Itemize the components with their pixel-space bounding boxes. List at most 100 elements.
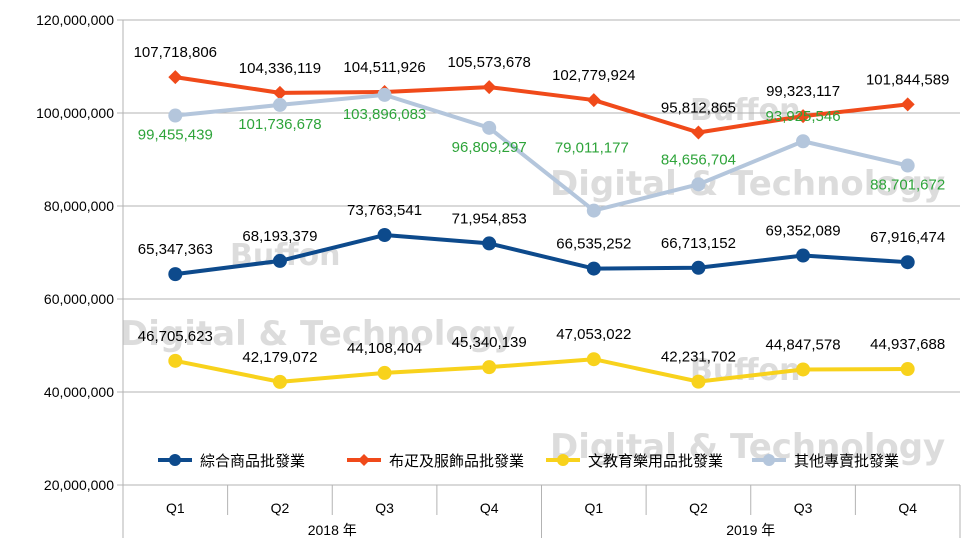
legend-entry: 文教育樂用品批發業 — [546, 452, 723, 470]
data-point — [482, 236, 497, 251]
legend-label: 文教育樂用品批發業 — [588, 452, 723, 470]
y-tick-label: 60,000,000 — [44, 291, 114, 307]
data-point — [168, 70, 183, 85]
data-point — [482, 360, 497, 375]
x-tick-label: Q4 — [480, 500, 499, 516]
data-label: 105,573,678 — [447, 54, 530, 71]
x-tick-label: Q3 — [794, 500, 813, 516]
data-label: 84,656,704 — [661, 151, 736, 168]
data-point — [272, 85, 287, 100]
y-tick-label: 120,000,000 — [36, 12, 114, 28]
data-point — [691, 260, 706, 275]
data-point — [586, 203, 601, 218]
legend-label: 布疋及服飾品批發業 — [389, 452, 524, 470]
data-label: 46,705,623 — [138, 328, 213, 345]
data-label: 42,179,072 — [242, 349, 317, 366]
data-point — [796, 248, 811, 263]
series-2 — [168, 70, 915, 140]
series-1 — [168, 227, 915, 282]
series-4 — [168, 87, 915, 218]
data-label: 65,347,363 — [138, 241, 213, 258]
series-line — [175, 92, 909, 213]
data-label: 45,340,139 — [452, 334, 527, 351]
watermark-layer: Buffon Digital & Technology Buffon Digit… — [120, 93, 945, 467]
data-label: 107,718,806 — [134, 44, 217, 61]
data-point — [168, 353, 183, 368]
watermark-tagline: Digital & Technology — [550, 427, 945, 467]
data-label: 44,108,404 — [347, 340, 422, 357]
x-tick-label: Q1 — [584, 500, 603, 516]
data-label: 103,896,083 — [343, 106, 426, 123]
axes: 20,000,000 40,000,000 60,000,000 80,000,000… — [36, 12, 961, 538]
data-point — [796, 134, 811, 149]
data-label: 88,701,672 — [870, 177, 945, 194]
y-tick-label: 20,000,000 — [44, 477, 114, 493]
watermark-brand: Buffon — [230, 238, 341, 273]
data-label: 67,916,474 — [870, 229, 945, 246]
data-label: 42,231,702 — [661, 349, 736, 366]
data-point — [272, 253, 287, 268]
data-label: 95,812,865 — [661, 99, 736, 116]
data-point — [900, 158, 915, 173]
data-label: 66,713,152 — [661, 235, 736, 252]
data-label: 73,763,541 — [347, 202, 422, 219]
data-label: 96,809,297 — [452, 139, 527, 156]
legend-marker — [169, 454, 181, 466]
x-tick-label: Q3 — [375, 500, 394, 516]
data-point — [586, 261, 601, 276]
data-label: 102,779,924 — [552, 67, 635, 84]
watermark-brand: Buffon — [690, 93, 801, 128]
data-point — [796, 109, 811, 124]
data-point — [272, 374, 287, 389]
x-tick-label: Q4 — [898, 500, 917, 516]
data-point — [796, 362, 811, 377]
data-label: 101,844,589 — [866, 71, 949, 88]
legend-marker — [358, 454, 370, 466]
legend-entry: 布疋及服飾品批發業 — [347, 452, 524, 470]
series-line — [174, 357, 908, 384]
year-group-label: 2019 年 — [726, 522, 775, 538]
data-point — [168, 267, 183, 282]
data-label: 66,535,252 — [556, 236, 631, 253]
series-line — [175, 75, 908, 135]
legend-marker — [763, 454, 775, 466]
y-tick-label: 100,000,000 — [36, 105, 114, 121]
x-tick-label: Q2 — [271, 500, 290, 516]
data-point — [377, 87, 392, 102]
data-label: 101,736,678 — [238, 116, 321, 133]
data-labels: 65,347,363 68,193,379 73,763,541 71,954,853… — [134, 44, 950, 366]
data-label: 44,937,688 — [870, 336, 945, 353]
data-point — [900, 255, 915, 270]
data-point — [691, 177, 706, 192]
data-point — [168, 108, 183, 123]
legend: 綜合商品批發業 布疋及服飾品批發業 文教育樂用品批發業 其他專賣批發業 — [158, 452, 899, 470]
data-point — [900, 362, 915, 377]
data-label: 47,053,022 — [556, 326, 631, 343]
data-point — [482, 80, 497, 95]
data-point — [691, 125, 706, 140]
year-group-label: 2018 年 — [308, 522, 357, 538]
data-label: 99,323,117 — [766, 83, 840, 100]
x-tick-label: Q1 — [166, 500, 185, 516]
series-3 — [168, 352, 915, 389]
data-label: 104,336,119 — [239, 60, 321, 77]
data-point — [586, 93, 601, 108]
legend-entry: 綜合商品批發業 — [158, 452, 305, 470]
data-label: 68,193,379 — [242, 228, 317, 245]
data-point — [377, 365, 392, 380]
x-tick-label: Q2 — [689, 500, 708, 516]
data-label: 93,925,546 — [766, 108, 841, 125]
data-point — [691, 374, 706, 389]
legend-entry: 其他專賣批發業 — [752, 452, 899, 470]
data-label: 79,011,177 — [555, 140, 629, 157]
legend-marker — [557, 454, 569, 466]
data-point — [586, 352, 601, 367]
series-line — [175, 232, 908, 277]
data-label: 99,455,439 — [138, 127, 213, 144]
data-point — [272, 97, 287, 112]
y-tick-label: 40,000,000 — [44, 384, 114, 400]
data-point — [377, 227, 392, 242]
data-label: 44,847,578 — [766, 336, 841, 353]
